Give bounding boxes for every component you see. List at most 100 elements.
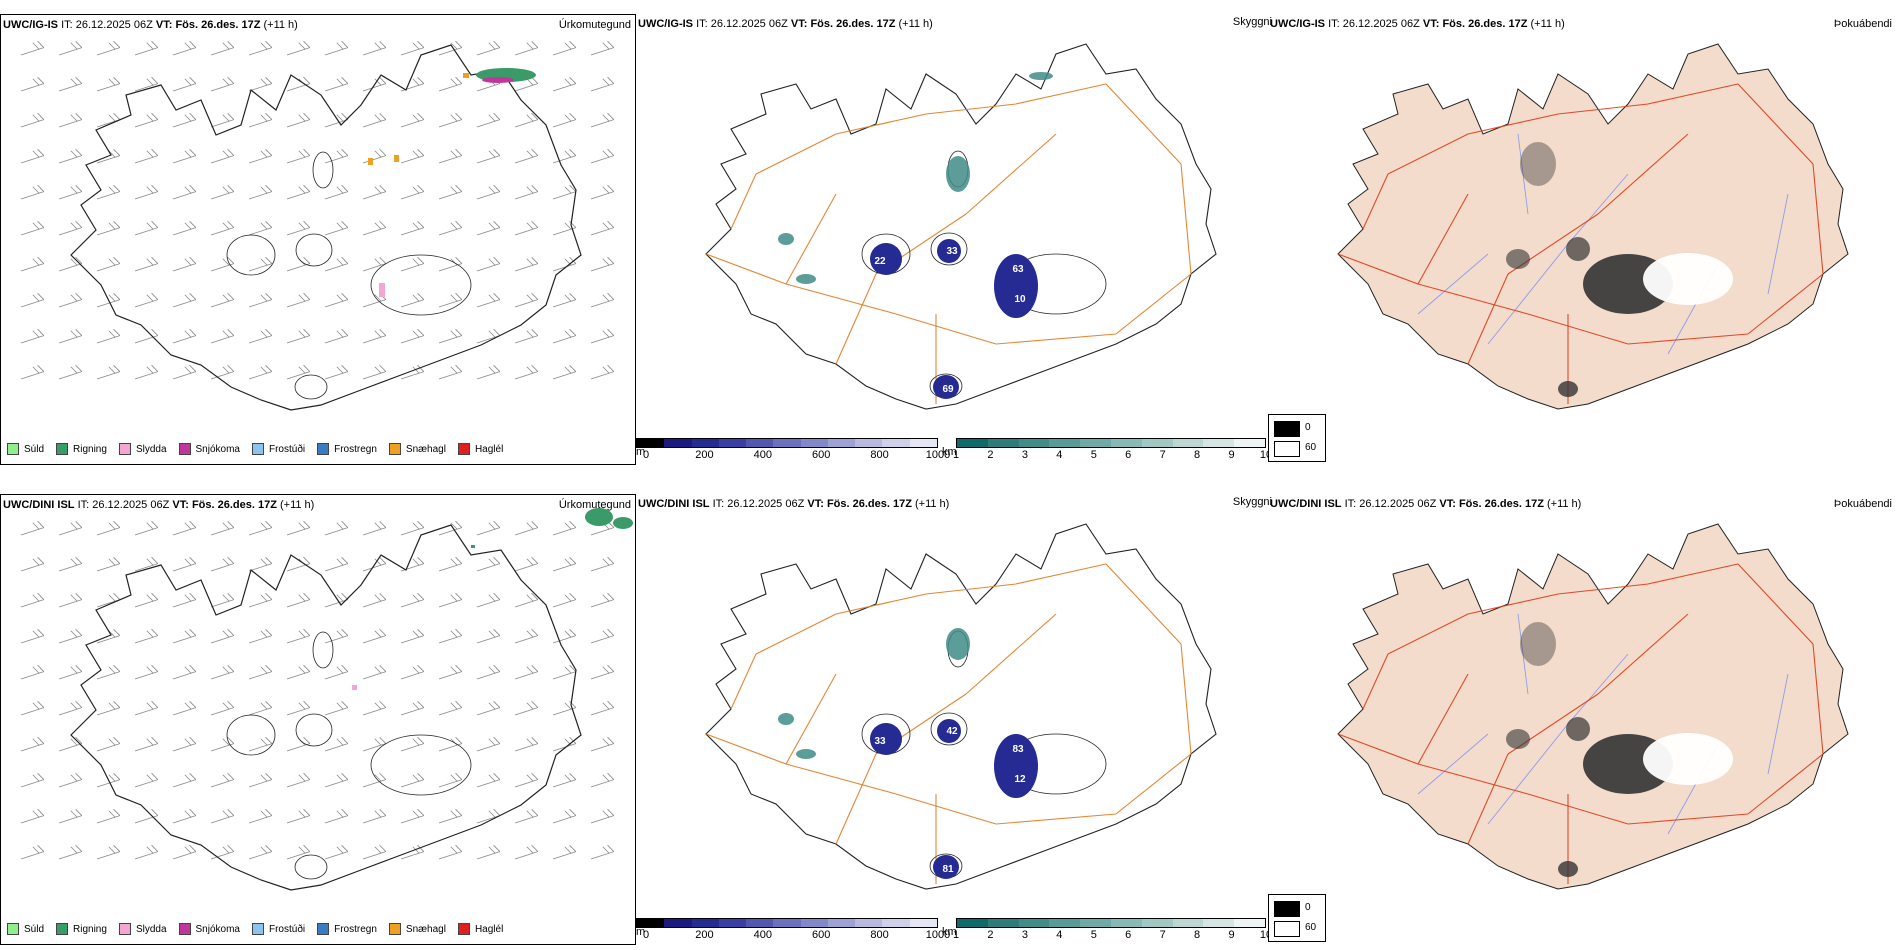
precip-patch-sleet [379,283,385,297]
cloudbase-visibility-panel-row1: UWC/IG-IS IT: 26.12.2025 06Z VT: Fös. 26… [636,14,1276,465]
road-network [705,563,1192,884]
visibility-patches [778,72,1053,284]
colorbar-segment [773,919,801,927]
road-network [1337,563,1824,884]
glacier-outlines [226,151,472,400]
legend-swatch [7,443,19,455]
colorbar-segment [1203,919,1235,927]
colorbar-segment [1080,919,1111,927]
colorbar-tick: 1000 [925,449,951,461]
cloudbase-label: 63 [1012,264,1024,275]
precip-legend-item: Frostregn [317,443,377,455]
precip-patch-rain [471,508,633,548]
colorbar-segment [1141,919,1173,927]
river-network [1417,133,1789,355]
precip-legend-item: Haglél [457,923,504,935]
fog-indicator-panel-row1: UWC/IG-IS IT: 26.12.2025 06Z VT: Fös. 26… [1268,14,1900,465]
colorbar-tick: 4 [1056,929,1063,941]
legend-label: Snæhagl [405,923,446,935]
colorbar-tick: 600 [812,449,831,461]
fog-intensity-patches [1506,622,1733,877]
colorbar-segment [1203,439,1235,447]
colorbar-segment [718,919,747,927]
colorbar-segment [746,439,774,447]
colorbar-segment [746,919,774,927]
colorbar-segment [827,919,856,927]
precip-patch-snow [482,77,514,83]
panel-name-precip: Úrkomutegund [558,499,631,511]
fog-legend-label: 60 [1305,922,1317,933]
colorbar-segment [855,439,883,447]
precip-legend-item: Frostúði [251,923,305,935]
colorbar-segment [1080,439,1111,447]
colorbar-segment [664,439,692,447]
fog-indicator-panel-row2: UWC/DINI ISL IT: 26.12.2025 06Z VT: Fös.… [1268,494,1900,945]
colorbar-tick: 1 [952,929,960,941]
visibility-map: 63 10 33 22 69 [705,43,1217,410]
colorbar-tick: 3 [1021,449,1028,461]
wind-barbs [20,40,615,380]
colorbar-segment [1110,439,1142,447]
colorbar-segment [1049,919,1081,927]
colorbar-tick: 0 [642,449,650,461]
legend-label: Snjókoma [195,923,240,935]
colorbar-tick: 0 [642,929,650,941]
fog-legend-label: 0 [1305,902,1311,913]
colorbar-tick: 9 [1228,449,1235,461]
panel-title: UWC/IG-IS IT: 26.12.2025 06Z VT: Fös. 26… [1270,18,1565,30]
legend-label: Rigning [73,923,107,935]
colorbar-tick: 1000 [925,929,951,941]
legend-label: Rigning [73,443,107,455]
precip-legend-item: Slydda [118,443,167,455]
precip-map [20,40,615,411]
precip-patch-snowhail [368,73,469,165]
visibility-patches [778,628,970,759]
fog-legend-label: 60 [1305,442,1317,453]
colorbar-tick: 2 [987,449,994,461]
colorbar-tick: 9 [1228,929,1235,941]
legend-swatch [251,923,264,935]
colorbar-tick: 8 [1194,929,1201,941]
colorbar-tick: 800 [870,449,889,461]
precip-legend-item: Haglél [457,443,503,455]
visibility-colorbar: 1 2 3 4 5 6 7 8 9 10 [952,918,1272,942]
legend-label: Frostregn [334,443,377,455]
colorbar-segment [1018,439,1050,447]
colorbar-tick: 800 [870,929,889,941]
colorbar-segment [1141,439,1173,447]
precip-legend-item: Súld [7,923,44,935]
colorbar-segment [1049,439,1081,447]
colorbar-segment [957,439,988,447]
panel-title: UWC/DINI ISL IT: 26.12.2025 06Z VT: Fös.… [1270,498,1582,510]
legend-label: Frostregn [334,923,377,935]
visibility-map: 83 12 42 33 81 [705,523,1217,890]
panel-title: UWC/DINI ISL IT: 26.12.2025 06Z VT: Fös.… [638,498,950,510]
precip-legend-item: Rigning [56,923,107,935]
colorbar-tick: 5 [1090,449,1097,461]
colorbar-tick: 2 [987,929,994,941]
legend-swatch [178,443,191,455]
colorbar-tick: 5 [1090,929,1097,941]
cloudbase-label: 83 [1012,744,1024,755]
cloudbase-visibility-panel-row2: UWC/DINI ISL IT: 26.12.2025 06Z VT: Fös.… [636,494,1276,945]
colorbar-segment [637,439,665,447]
colorbar-segment [827,439,856,447]
precip-type-panel-row2: UWC/DINI ISL IT: 26.12.2025 06Z VT: Fös.… [0,494,636,945]
colorbar-tick: 1 [952,449,960,461]
road-network [705,83,1192,404]
glacier-outlines [226,631,472,880]
visibility-unit: km [942,926,957,938]
iceland-outline [70,524,582,891]
legend-label: Haglél [474,923,504,935]
colorbar-segment [957,919,988,927]
colorbar-tick: 7 [1159,449,1166,461]
colorbar-segment [664,919,692,927]
legend-swatch [178,923,191,935]
colorbar-tick: 400 [753,449,772,461]
colorbar-segment [909,439,937,447]
panel-title: UWC/IG-IS IT: 26.12.2025 06Z VT: Fös. 26… [638,18,933,30]
precip-legend-item: Snjókoma [178,923,240,935]
cloudbase-label: 22 [874,256,886,267]
cloudbase-label: 81 [942,864,954,875]
cloudbase-patches [870,719,1038,879]
